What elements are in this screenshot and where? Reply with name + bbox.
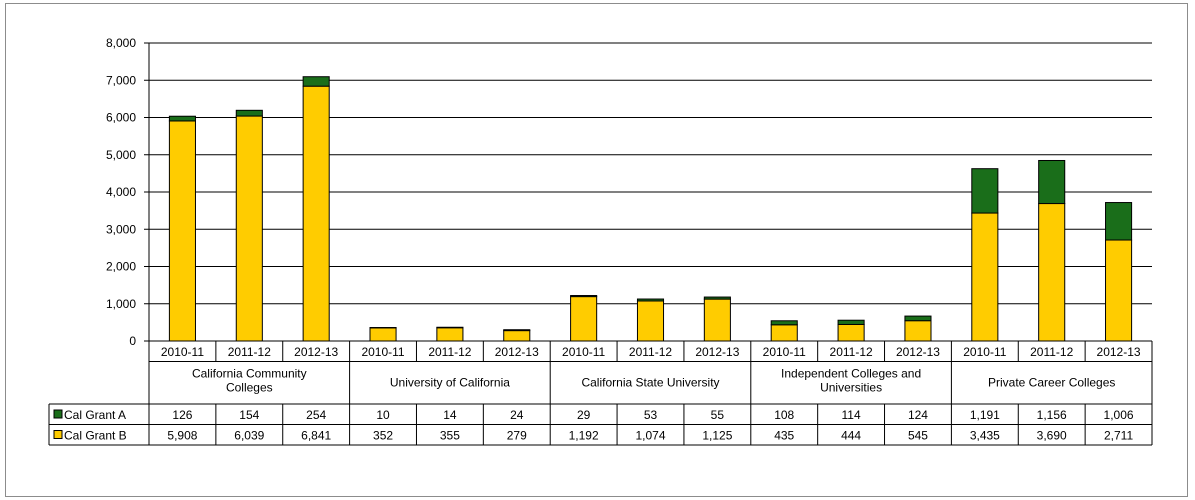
bar-cal-grant-a [1039,160,1065,203]
y-tick-label: 5,000 [106,148,136,162]
data-label-cal-grant-a: 1,156 [1037,408,1067,422]
bar-cal-grant-b [771,325,797,341]
data-label-cal-grant-a: 53 [644,408,658,422]
legend-swatch-cal-grant-b [54,431,62,439]
bar-cal-grant-b [1039,204,1065,341]
bar-cal-grant-b [905,321,931,341]
group-label: University of California [390,376,510,390]
data-label-cal-grant-a: 154 [239,408,259,422]
bar-cal-grant-a [637,299,663,301]
data-label-cal-grant-b: 1,125 [702,429,732,443]
legend-label-cal-grant-a: Cal Grant A [64,408,126,422]
bar-cal-grant-a [236,110,262,116]
data-label-cal-grant-a: 24 [510,408,524,422]
legend-swatch-cal-grant-a [54,410,62,418]
legend-label-cal-grant-b: Cal Grant B [64,429,127,443]
data-label-cal-grant-b: 5,908 [167,429,197,443]
bar-cal-grant-a [771,321,797,325]
category-label: 2011-12 [228,345,271,359]
data-label-cal-grant-b: 6,039 [234,429,264,443]
bar-cal-grant-a [905,316,931,321]
bar-cal-grant-b [571,297,597,341]
bar-cal-grant-b [370,328,396,341]
category-label: 2011-12 [428,345,471,359]
bar-cal-grant-a [838,320,864,324]
data-label-cal-grant-a: 1,006 [1104,408,1134,422]
data-label-cal-grant-a: 114 [842,408,861,422]
category-label: 2012-13 [495,345,539,359]
data-label-cal-grant-b: 6,841 [301,429,331,443]
data-label-cal-grant-b: 352 [373,429,393,443]
category-label: 2012-13 [1097,345,1141,359]
bar-cal-grant-a [571,296,597,297]
data-label-cal-grant-a: 124 [908,408,928,422]
bar-cal-grant-a [704,297,730,299]
y-tick-label: 6,000 [106,111,136,125]
category-label: 2010-11 [763,345,806,359]
bar-cal-grant-b [236,116,262,341]
y-tick-label: 3,000 [106,222,136,236]
category-label: 2010-11 [963,345,1006,359]
category-label: 2012-13 [896,345,940,359]
category-label: 2011-12 [830,345,873,359]
category-label: 2010-11 [562,345,605,359]
bar-cal-grant-a [303,77,329,86]
data-label-cal-grant-a: 29 [577,408,591,422]
data-label-cal-grant-b: 355 [440,429,460,443]
bar-cal-grant-b [838,324,864,341]
group-label: Private Career Colleges [988,376,1115,390]
category-label: 2010-11 [161,345,204,359]
data-label-cal-grant-b: 3,435 [970,429,1000,443]
data-label-cal-grant-b: 545 [908,429,928,443]
category-label: 2010-11 [361,345,404,359]
bar-cal-grant-a [169,116,195,121]
data-label-cal-grant-a: 10 [376,408,390,422]
y-tick-label: 8,000 [106,36,136,50]
bar-cal-grant-b [169,121,195,341]
y-axis: 0 1,000 2,000 3,000 4,000 5,000 6,000 7,000 8,00… [106,36,149,348]
bar-cal-grant-a [504,330,530,331]
data-label-cal-grant-a: 14 [443,408,457,422]
data-label-cal-grant-a: 55 [711,408,725,422]
group-label: Universities [820,381,882,395]
y-tick-label: 7,000 [106,73,136,87]
y-tick-label: 0 [129,334,136,348]
bar-cal-grant-b [637,301,663,341]
group-label: California State University [581,376,719,390]
bar-cal-grant-b [972,213,998,341]
data-label-cal-grant-b: 435 [774,429,794,443]
bar-cal-grant-b [303,86,329,341]
gridlines [149,43,1152,304]
data-label-cal-grant-b: 279 [507,429,527,443]
group-label: California Community [192,367,307,381]
category-label: 2012-13 [294,345,338,359]
bar-cal-grant-b [437,328,463,341]
bar-cal-grant-b [1106,240,1132,341]
data-label-cal-grant-b: 3,690 [1037,429,1067,443]
bars [169,77,1131,341]
bar-cal-grant-b [704,299,730,341]
data-label-cal-grant-b: 444 [841,429,861,443]
data-label-cal-grant-b: 2,711 [1104,429,1133,443]
data-label-cal-grant-a: 1,191 [970,408,1000,422]
data-table: 2010-11 2011-12 2012-13 2010-11 2011-12 2012-… [49,341,1152,445]
bar-cal-grant-a [437,327,463,328]
data-label-cal-grant-a: 126 [172,408,192,422]
category-label: 2011-12 [1030,345,1073,359]
group-label: Colleges [226,381,273,395]
data-label-cal-grant-a: 108 [774,408,794,422]
data-label-cal-grant-b: 1,074 [635,429,665,443]
bar-cal-grant-a [972,169,998,213]
y-tick-label: 4,000 [106,185,136,199]
data-label-cal-grant-a: 254 [306,408,326,422]
bar-cal-grant-b [504,331,530,341]
data-label-cal-grant-b: 1,192 [569,429,599,443]
bar-cal-grant-a [1106,203,1132,240]
category-label: 2012-13 [695,345,739,359]
y-tick-label: 1,000 [106,297,136,311]
category-label: 2011-12 [629,345,672,359]
group-label: Independent Colleges and [781,367,921,381]
y-tick-label: 2,000 [106,260,136,274]
